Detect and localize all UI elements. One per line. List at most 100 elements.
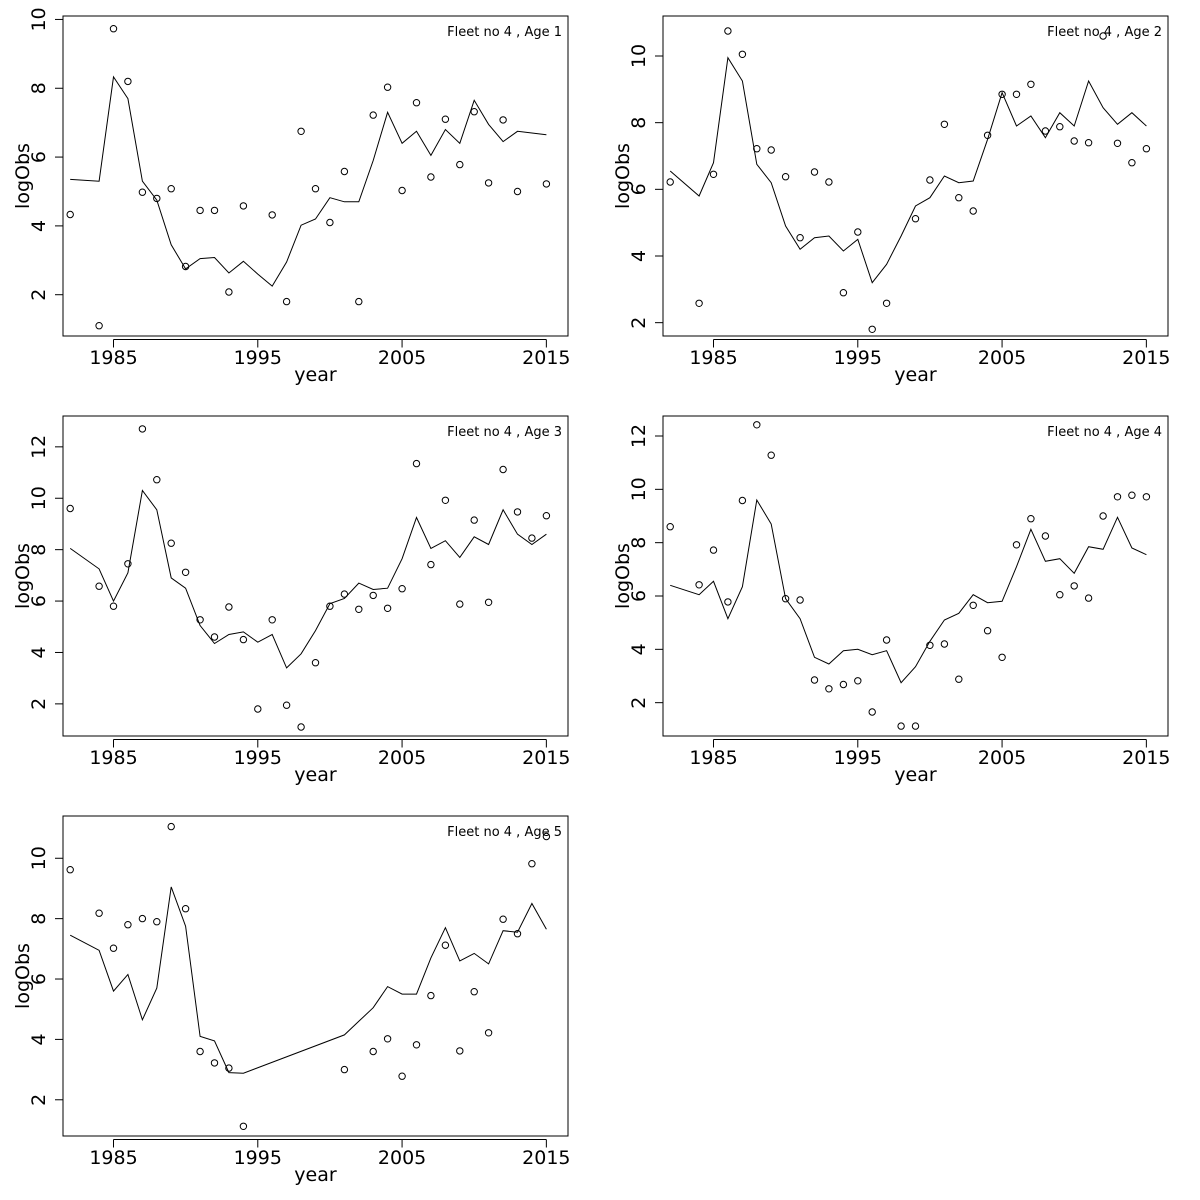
observation-point [528, 534, 536, 542]
observation-point [969, 207, 977, 215]
observation-point [383, 83, 392, 91]
observation-point [138, 425, 147, 433]
x-axis-title: year [894, 364, 937, 386]
observation-point [109, 602, 118, 610]
observation-point [239, 202, 248, 210]
observation-point [882, 299, 891, 307]
observation-point [926, 641, 934, 649]
observation-point [738, 50, 747, 58]
x-axis-title: year [894, 764, 937, 786]
observation-point [1099, 512, 1107, 520]
panel-title: Fleet no 4 , Age 4 [1047, 425, 1162, 440]
x-tick-label: 2015 [1122, 747, 1170, 769]
observation-point [484, 179, 493, 187]
y-axis-title: logObs [612, 543, 634, 609]
observation-point [1041, 532, 1050, 540]
y-tick-label: 8 [628, 537, 650, 549]
plot-frame [662, 415, 1169, 737]
observation-point [210, 633, 219, 641]
y-tick-label: 4 [628, 250, 650, 262]
observation-point [254, 705, 262, 713]
fitted-line [670, 498, 1147, 684]
y-tick-label: 8 [28, 913, 50, 925]
observation-point [268, 211, 276, 219]
observation-point [181, 905, 190, 913]
x-tick-label: 1995 [234, 1147, 282, 1169]
observation-point [470, 516, 478, 524]
observation-point [369, 591, 377, 600]
observation-point [926, 176, 934, 184]
observation-point [955, 194, 963, 202]
y-tick-label: 10 [28, 846, 50, 870]
observation-point [753, 421, 761, 429]
observation-point [825, 178, 833, 186]
observation-point [153, 918, 161, 926]
panel-title: Fleet no 4 , Age 5 [447, 825, 562, 840]
x-tick-label: 2015 [1122, 347, 1170, 369]
observation-point [940, 640, 949, 648]
observation-point [167, 539, 175, 547]
observation-point [1056, 123, 1064, 131]
observation-point [513, 187, 522, 196]
observation-point [95, 909, 103, 917]
y-tick-label: 10 [628, 44, 650, 68]
observation-point [398, 186, 406, 195]
observation-point [167, 185, 175, 193]
observation-point [282, 297, 291, 306]
observation-point [196, 616, 204, 624]
observation-point [268, 616, 276, 624]
y-tick-label: 8 [28, 82, 50, 94]
observation-point [441, 941, 450, 949]
observation-point [124, 921, 132, 929]
y-axis-title: logObs [12, 943, 34, 1009]
observation-point [1070, 137, 1078, 145]
y-tick-label: 10 [628, 477, 650, 501]
observation-point [695, 299, 703, 307]
x-tick-label: 1995 [234, 747, 282, 769]
observation-point [542, 180, 551, 188]
y-tick-label: 4 [28, 646, 50, 658]
y-tick-label: 6 [28, 973, 50, 985]
observation-point [196, 206, 204, 215]
observation-point [412, 459, 421, 468]
observation-point [167, 822, 175, 831]
observation-point [484, 598, 493, 606]
x-tick-label: 2015 [522, 747, 570, 769]
observation-point [839, 289, 848, 297]
observation-point [1070, 582, 1078, 590]
observation-point [709, 170, 718, 179]
observation-point [868, 325, 876, 333]
observation-point [225, 603, 233, 611]
x-tick-label: 1985 [89, 1147, 137, 1169]
observation-point [854, 677, 862, 685]
y-tick-label: 12 [28, 435, 50, 459]
observation-point [911, 215, 920, 223]
x-axis-title: year [294, 1164, 337, 1186]
y-tick-label: 8 [28, 544, 50, 556]
observation-point [311, 659, 320, 667]
fitted-line [69, 489, 547, 669]
observation-point [695, 581, 703, 589]
observation-point [369, 111, 377, 119]
x-tick-label: 2005 [378, 1147, 426, 1169]
observation-point [109, 25, 118, 33]
x-tick-label: 2005 [978, 747, 1026, 769]
observation-point [239, 1122, 248, 1131]
x-tick-label: 2015 [522, 1147, 570, 1169]
observation-point [196, 1047, 204, 1056]
observation-point [124, 77, 132, 86]
y-tick-label: 4 [28, 1033, 50, 1045]
observation-point [1128, 159, 1136, 167]
x-tick-label: 1985 [89, 347, 137, 369]
y-tick-label: 2 [628, 317, 650, 329]
x-tick-label: 1985 [689, 347, 737, 369]
y-axis-title: logObs [12, 543, 34, 609]
observation-point [427, 991, 435, 1000]
observation-point [882, 636, 891, 644]
panel-4: 1985 1995 2005 2015 2 4 6 8 10 12 year logObs Fleet … [612, 415, 1171, 786]
observation-point [383, 604, 392, 612]
observation-point [470, 988, 478, 996]
observation-point [499, 915, 507, 923]
observation-point [542, 512, 551, 520]
x-axis-title: year [294, 764, 337, 786]
